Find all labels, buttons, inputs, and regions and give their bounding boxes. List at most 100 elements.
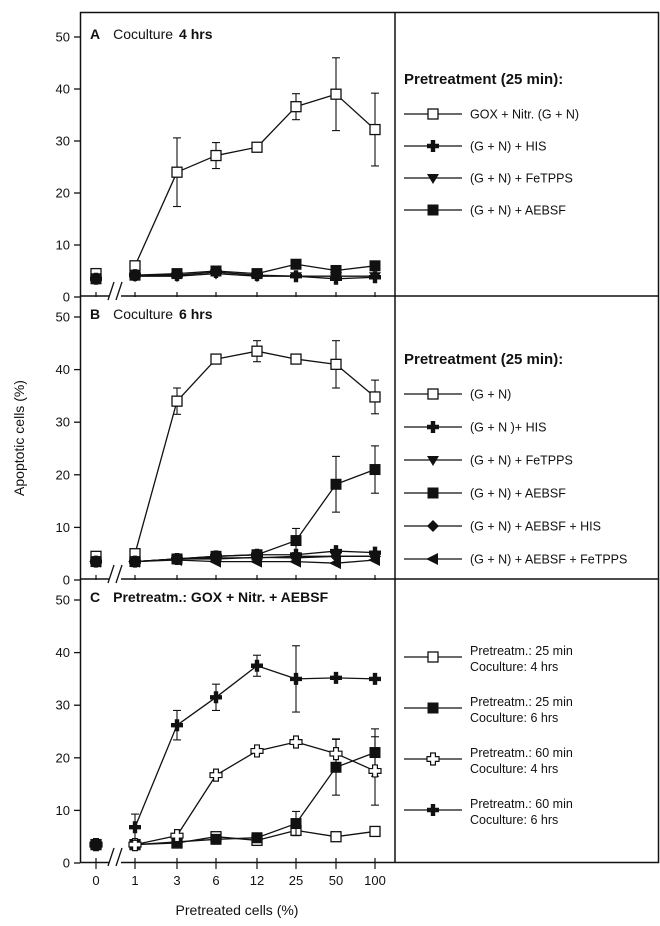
series-line-segment xyxy=(215,750,258,776)
data-point xyxy=(369,391,381,403)
legend-marker xyxy=(426,752,440,766)
axis-break-icon xyxy=(107,847,123,867)
legend-marker xyxy=(427,174,439,184)
legend-b: Pretreatment (25 min): (G + N) (G + N )+ H… xyxy=(404,351,627,567)
data-point xyxy=(330,478,342,490)
data-point xyxy=(329,557,341,570)
data-point xyxy=(128,837,142,852)
legend-label: (G + N) + FeTPPS xyxy=(470,172,573,186)
series-line-segment xyxy=(215,270,258,275)
series-c-3 xyxy=(89,735,382,852)
legend-item: Pretreatm.: 25 min Coculture: 4 hrs xyxy=(404,644,573,674)
legend-label-line2: Coculture: 6 hrs xyxy=(470,813,558,827)
data-point xyxy=(330,358,342,370)
data-point xyxy=(329,746,343,761)
series-line-segment xyxy=(256,539,297,556)
y-tick-label: 0 xyxy=(63,573,70,588)
data-point xyxy=(170,554,182,567)
series-line-segment xyxy=(256,829,297,842)
series-line-segment xyxy=(215,554,258,557)
data-point xyxy=(129,821,141,834)
series-line-segment xyxy=(176,358,217,402)
legend-label: GOX + Nitr. (G + N) xyxy=(470,108,579,122)
data-point xyxy=(251,832,263,844)
series-line-segment xyxy=(176,696,217,726)
data-point xyxy=(369,260,381,272)
y-tick-label: 0 xyxy=(63,290,70,305)
legend-marker xyxy=(427,204,439,216)
series-line-segment xyxy=(335,363,376,398)
series-line-segment xyxy=(295,263,337,272)
data-point xyxy=(290,258,302,270)
legend-marker xyxy=(427,456,439,466)
series-line-segment xyxy=(134,171,178,267)
series-a-1 xyxy=(90,57,381,280)
data-point xyxy=(289,735,303,749)
data-point xyxy=(210,353,222,365)
series-line-segment xyxy=(176,270,217,275)
series-line-segment xyxy=(215,837,258,840)
data-point xyxy=(290,272,302,283)
y-tick-label: 50 xyxy=(56,310,70,325)
data-point xyxy=(170,829,184,843)
series-line-segment xyxy=(335,559,376,564)
series-line-segment xyxy=(335,550,376,554)
series-line-segment xyxy=(295,677,337,680)
x-tick-label: 100 xyxy=(364,873,386,888)
y-tick-label: 0 xyxy=(63,856,70,871)
data-point xyxy=(369,825,381,838)
data-point xyxy=(171,166,183,178)
series-line-segment xyxy=(256,665,297,680)
legend-label: Pretreatm.: 25 min xyxy=(470,695,573,709)
series-line-segment xyxy=(176,774,217,837)
legend-label: (G + N) + AEBSF + FeTPPS xyxy=(470,553,627,567)
series-line-segment xyxy=(215,556,258,560)
axis-break-icon xyxy=(107,564,123,584)
axis-break-icon xyxy=(107,281,123,301)
series-line-segment xyxy=(295,93,337,108)
legend-marker xyxy=(427,487,439,499)
panel-title: C Pretreatm.: GOX + Nitr. + AEBSF xyxy=(90,589,329,605)
data-point xyxy=(369,464,381,476)
series-line-segment xyxy=(295,560,337,564)
series-line-segment xyxy=(335,276,376,280)
series-line-segment xyxy=(256,263,297,275)
series-line-segment xyxy=(134,841,178,846)
legend-label: (G + N) + FeTPPS xyxy=(470,454,573,468)
data-point xyxy=(289,555,301,568)
x-tick-label: 1 xyxy=(131,873,138,888)
y-tick-label: 10 xyxy=(56,520,70,535)
series-line-segment xyxy=(215,271,258,276)
series-line-segment xyxy=(295,483,337,541)
legend-label: Pretreatm.: 60 min xyxy=(470,746,573,760)
data-point xyxy=(251,268,263,280)
legend-title: Pretreatment (25 min): xyxy=(404,71,563,88)
series-line-segment xyxy=(295,741,337,755)
series-line-segment xyxy=(134,724,178,828)
y-tick-label: 50 xyxy=(56,593,70,608)
legend-item: (G + N) + AEBSF xyxy=(404,204,566,218)
series-line-segment xyxy=(295,829,337,838)
y-tick-label: 30 xyxy=(56,415,70,430)
y-tick-label: 20 xyxy=(56,186,70,201)
data-point xyxy=(210,149,222,162)
series-line-segment xyxy=(295,766,337,824)
series-c-4 xyxy=(90,645,381,851)
series-b-1 xyxy=(90,340,381,562)
series-line-segment xyxy=(215,146,258,157)
data-point xyxy=(330,831,342,843)
legend-label: (G + N) + HIS xyxy=(470,140,546,154)
legend-title: Pretreatment (25 min): xyxy=(404,351,563,368)
data-point xyxy=(90,838,103,851)
series-line-segment xyxy=(335,93,376,131)
legend-label: (G + N) xyxy=(470,388,511,402)
series-line-segment xyxy=(176,271,217,276)
legend-marker xyxy=(427,804,439,816)
data-point xyxy=(128,555,140,568)
figure-frame xyxy=(79,11,660,864)
data-point xyxy=(369,672,381,685)
series-line-segment xyxy=(176,838,217,843)
legend-label: (G + N) + AEBSF xyxy=(470,487,566,501)
legend-label-line2: Coculture: 4 hrs xyxy=(470,762,558,776)
